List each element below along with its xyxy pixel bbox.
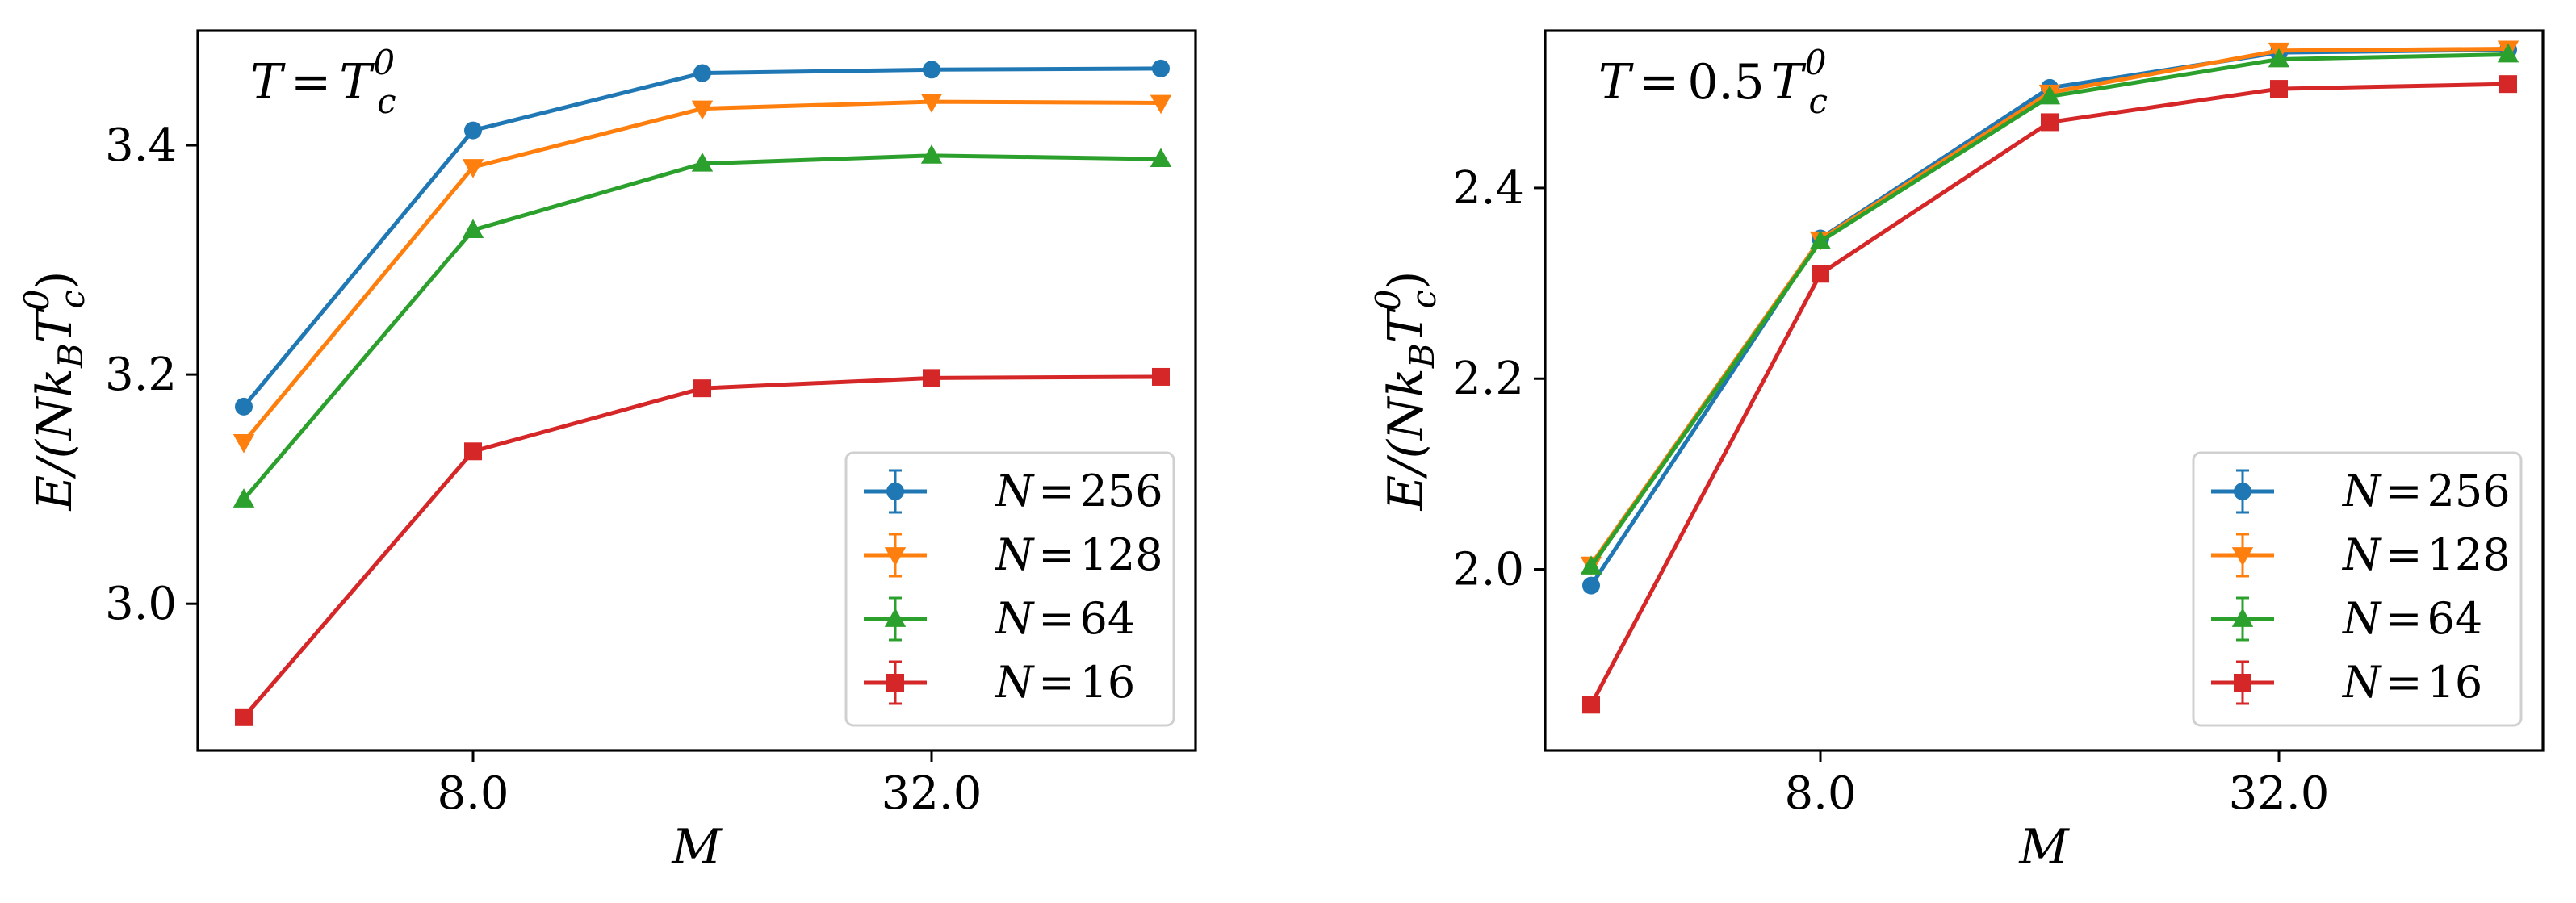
series-16 [1582, 75, 2517, 714]
legend-entry: N = 16 [2211, 657, 2482, 708]
data-point [920, 144, 943, 164]
data-point [923, 61, 940, 79]
legend-entries: N = 256 N = 128 N = 64 N = 16 [864, 466, 1163, 708]
data-point [462, 159, 484, 178]
legend-label: N = 64 [2341, 593, 2482, 644]
chart-left: T = T0 c M E/(NkBT0c) 8.0 32.0 3.0 3.2 3.4 N = 25… [17, 29, 1197, 876]
data-point [1582, 696, 1600, 714]
x-tick-label: 32.0 [882, 767, 982, 820]
data-point [691, 153, 714, 172]
legend-label: N = 128 [994, 529, 1163, 580]
y-tick-label: 3.4 [105, 119, 177, 172]
data-point [920, 94, 943, 113]
legend-label: N = 256 [2341, 466, 2511, 516]
data-point [2499, 75, 2517, 94]
data-point [1152, 59, 1170, 77]
legend: N = 256 N = 128 N = 64 N = 16 [2192, 451, 2523, 727]
legend-label: N = 256 [994, 466, 1163, 516]
data-point [464, 442, 482, 461]
data-point [2041, 113, 2059, 132]
series-group [232, 59, 1172, 726]
legend-box [844, 451, 1175, 727]
data-point [235, 708, 253, 726]
data-point [232, 488, 255, 508]
data-point [1150, 148, 1172, 167]
legend-label: N = 64 [994, 593, 1135, 644]
data-point [1150, 94, 1172, 115]
data-point [1582, 576, 1600, 595]
y-axis-label: E/(NkBT0c) [17, 271, 92, 512]
legend-marker [884, 608, 907, 627]
series-16 [235, 367, 1170, 726]
x-tick-label: 32.0 [2229, 767, 2330, 820]
data-point [235, 397, 253, 416]
data-point [1809, 230, 1832, 250]
data-point [464, 121, 482, 140]
y-tick-label: 3.2 [105, 349, 177, 401]
data-point [691, 100, 714, 120]
x-axis-label: M [671, 819, 723, 876]
chart-right: T = 0.5 T0 c M E/(NkBT0c) 8.0 32.0 2.0 2.2 2.4 N… [1368, 29, 2545, 876]
legend-marker [2234, 483, 2251, 500]
plot-frame [196, 29, 1197, 752]
series-64 [1580, 43, 2519, 575]
legend-box [2192, 451, 2523, 727]
data-point [2038, 85, 2061, 105]
y-tick-label: 2.2 [1452, 353, 1524, 405]
legend-marker [2234, 674, 2251, 692]
y-tick-label: 2.4 [1452, 162, 1524, 215]
legend-entry: N = 64 [2211, 593, 2482, 644]
y-tick-label: 3.0 [105, 578, 177, 630]
axis-ticks: 8.0 32.0 3.0 3.2 3.4 [105, 119, 982, 820]
series-128 [232, 94, 1172, 454]
x-tick-label: 8.0 [1784, 767, 1856, 820]
data-point [232, 434, 255, 454]
legend-entry: N = 128 [864, 529, 1163, 580]
legend-marker [2231, 547, 2254, 566]
series-line [242, 153, 1162, 501]
legend-entry: N = 256 [864, 466, 1163, 516]
legend-marker [884, 547, 907, 566]
data-point [462, 219, 484, 239]
plot-frame [1544, 29, 2545, 752]
series-64 [232, 144, 1172, 508]
y-axis-label: E/(NkBT0c) [1368, 271, 1443, 512]
legend-entry: N = 256 [2211, 466, 2511, 516]
data-point [693, 379, 711, 398]
chart-annotation: T = 0.5 T0 c [1598, 43, 1828, 121]
y-tick-label: 2.0 [1452, 544, 1524, 596]
data-point [2268, 48, 2290, 68]
legend-marker [886, 674, 904, 692]
legend-label: N = 128 [2341, 529, 2511, 580]
legend-entries: N = 256 N = 128 N = 64 N = 16 [2211, 466, 2511, 708]
chart-annotation: T = T0 c [250, 43, 396, 121]
legend-entry: N = 64 [864, 593, 1135, 644]
legend-label: N = 16 [2341, 657, 2482, 708]
legend-label: N = 16 [994, 657, 1135, 708]
data-point [1580, 555, 1602, 575]
data-point [1152, 367, 1170, 386]
data-point [923, 369, 940, 387]
legend-marker [886, 483, 904, 500]
legend-marker [2231, 608, 2254, 627]
legend-entry: N = 128 [2211, 529, 2511, 580]
data-point [693, 64, 711, 82]
legend: N = 256 N = 128 N = 64 N = 16 [844, 451, 1175, 727]
x-axis-label: M [2018, 819, 2070, 876]
x-tick-label: 8.0 [437, 767, 509, 820]
data-point [1812, 265, 1829, 283]
data-point [2270, 80, 2288, 98]
data-point [2497, 43, 2519, 63]
series-256 [235, 59, 1170, 416]
legend-entry: N = 16 [864, 657, 1135, 708]
axis-ticks: 8.0 32.0 2.0 2.2 2.4 [1452, 162, 2329, 820]
series-group [1580, 40, 2519, 714]
